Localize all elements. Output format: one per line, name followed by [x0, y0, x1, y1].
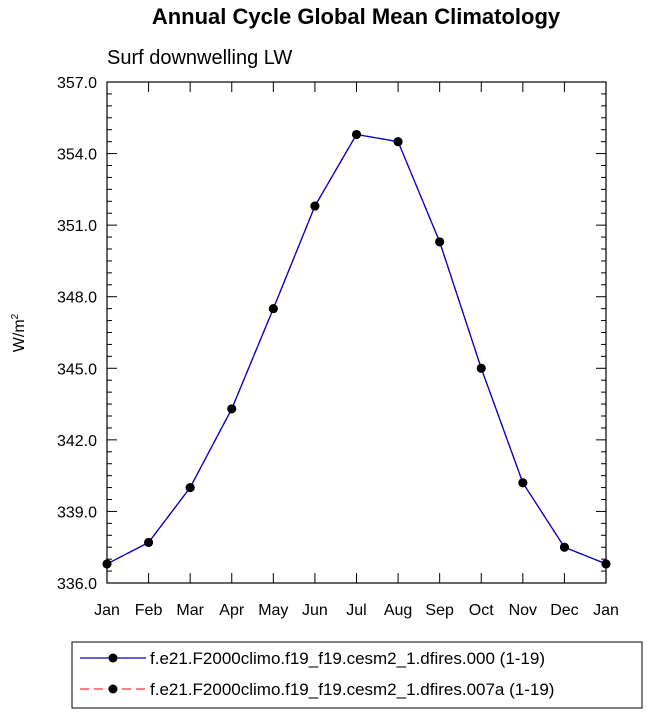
- data-point: [559, 542, 569, 552]
- legend-box: [71, 641, 643, 709]
- y-tick-label: 345.0: [57, 361, 97, 378]
- x-tick-label: Jul: [346, 602, 366, 619]
- legend: f.e21.F2000climo.f19_f19.cesm2_1.dfires.…: [80, 649, 554, 699]
- y-axis-label-superscript: 2: [10, 313, 21, 319]
- legend-label: f.e21.F2000climo.f19_f19.cesm2_1.dfires.…: [150, 649, 545, 668]
- data-point: [185, 483, 195, 493]
- x-tick-label: Jun: [302, 602, 328, 619]
- legend-marker: [108, 653, 118, 663]
- y-axis-label-unit: W/m: [11, 319, 28, 352]
- x-tick-label: Jan: [593, 602, 619, 619]
- data-point: [144, 537, 154, 547]
- legend-label: f.e21.F2000climo.f19_f19.cesm2_1.dfires.…: [150, 680, 554, 699]
- x-tick-label: Apr: [219, 602, 245, 619]
- y-tick-label: 348.0: [57, 290, 97, 307]
- y-tick-label: 336.0: [57, 576, 97, 593]
- y-axis-label: W/m2: [10, 313, 28, 352]
- data-point: [476, 363, 486, 373]
- y-ticks: 336.0 339.0 342.0 345.0 348.0 351.0 354.0 357.0: [57, 75, 606, 593]
- data-point: [393, 137, 403, 147]
- series-line: [106, 133, 607, 565]
- data-point: [102, 559, 112, 569]
- plot-frame: [106, 81, 607, 584]
- y-tick-label: 342.0: [57, 433, 97, 450]
- x-tick-label: May: [258, 602, 288, 619]
- chart-title: Annual Cycle Global Mean Climatology: [152, 4, 561, 29]
- x-tick-label: Dec: [550, 602, 578, 619]
- y-tick-label: 354.0: [57, 147, 97, 164]
- y-tick-label: 351.0: [57, 218, 97, 235]
- chart-subtitle: Surf downwelling LW: [107, 47, 292, 69]
- data-point: [601, 559, 611, 569]
- legend-marker: [108, 684, 118, 694]
- data-point: [518, 478, 528, 488]
- series-group: [102, 129, 611, 569]
- y-tick-label: 339.0: [57, 504, 97, 521]
- data-point: [435, 237, 445, 247]
- plot-frame-group: [106, 81, 607, 584]
- x-tick-label: Feb: [135, 602, 163, 619]
- data-point: [268, 304, 278, 314]
- data-point: [352, 129, 361, 139]
- x-tick-label: Nov: [509, 602, 537, 619]
- data-point: [227, 404, 237, 414]
- y-tick-label: 357.0: [57, 75, 97, 92]
- x-tick-label: Mar: [176, 602, 204, 619]
- x-ticks: Jan Feb Mar Apr May Jun Jul Aug Sep Oct Nov Dec Jan: [94, 82, 619, 619]
- x-tick-label: Sep: [425, 602, 454, 619]
- data-point: [310, 201, 320, 211]
- x-tick-label: Aug: [384, 602, 412, 619]
- x-tick-label: Jan: [94, 602, 120, 619]
- x-tick-label: Oct: [469, 602, 494, 619]
